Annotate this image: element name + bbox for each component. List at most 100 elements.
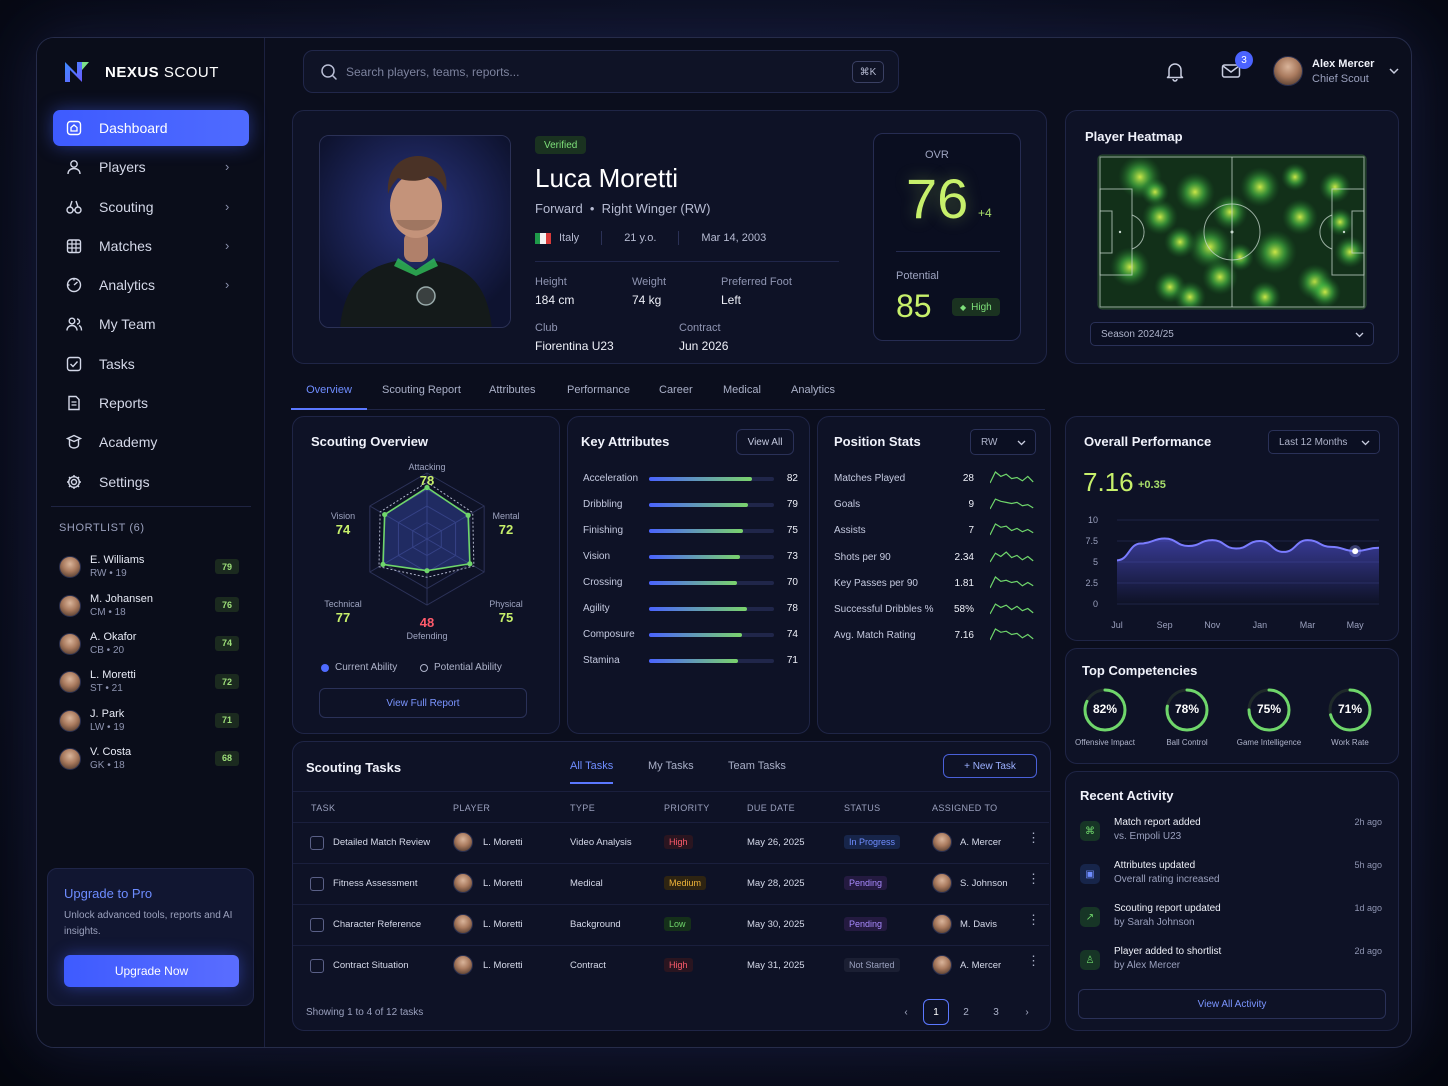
- table-row[interactable]: Character Reference L. Moretti Background L…: [293, 904, 1049, 945]
- task-name: Detailed Match Review: [333, 837, 431, 848]
- heat-spot: [1175, 172, 1215, 212]
- next-page-button[interactable]: ›: [1025, 1006, 1029, 1018]
- search-icon: [321, 64, 337, 80]
- tab-overview[interactable]: Overview: [291, 384, 367, 410]
- table-row[interactable]: Contract Situation L. Moretti Contract High…: [293, 945, 1049, 986]
- row-checkbox[interactable]: [310, 877, 324, 891]
- page-button[interactable]: 3: [993, 1006, 999, 1018]
- chevron-down-icon[interactable]: [1388, 66, 1400, 76]
- radar-potential-area: [378, 481, 475, 578]
- search-input[interactable]: [346, 59, 826, 85]
- scouting-overview-card: Scouting Overview Attacking 78 Mental 72 Phy…: [292, 416, 560, 734]
- sidebar-item-tasks[interactable]: Tasks: [53, 346, 249, 382]
- chevron-right-icon: ›: [225, 198, 230, 214]
- contract-label: Contract: [679, 322, 721, 334]
- task-type: Medical: [570, 878, 603, 889]
- mail-icon[interactable]: [1220, 60, 1242, 82]
- avatar: [59, 632, 81, 655]
- user-menu[interactable]: Alex Mercer Chief Scout: [1273, 56, 1374, 86]
- avatar: [453, 832, 473, 852]
- sidebar-item-dashboard[interactable]: Dashboard: [53, 110, 249, 146]
- prev-page-button[interactable]: ‹: [904, 1006, 908, 1018]
- attribute-bar-track: [649, 477, 774, 481]
- page-button[interactable]: 1: [923, 999, 949, 1025]
- active-point[interactable]: [1352, 548, 1359, 555]
- sidebar-item-reports[interactable]: Reports: [53, 385, 249, 421]
- activity-item[interactable]: ▣ Attributes updated Overall rating increa…: [1080, 860, 1382, 896]
- tab-performance[interactable]: Performance: [567, 384, 630, 396]
- row-checkbox[interactable]: [310, 836, 324, 850]
- legend-dot-icon: [321, 663, 329, 672]
- height-value: 184 cm: [535, 293, 575, 307]
- sidebar-item-settings[interactable]: Settings: [53, 464, 249, 500]
- profile-tabs: Overview Scouting Report Attributes Perform…: [291, 384, 1045, 410]
- stat-value: 28: [962, 473, 974, 484]
- activity-item[interactable]: ♙ Player added to shortlist by Alex Mercer…: [1080, 946, 1382, 982]
- upgrade-button[interactable]: Upgrade Now: [64, 955, 239, 987]
- bell-icon[interactable]: [1164, 60, 1186, 82]
- heatmap-pitch: [1097, 154, 1367, 310]
- more-options-icon[interactable]: ⋮: [1027, 830, 1040, 845]
- sidebar-item-analytics[interactable]: Analytics ›: [53, 267, 249, 303]
- row-checkbox[interactable]: [310, 959, 324, 973]
- sparkline-line: [990, 523, 1034, 536]
- tab-career[interactable]: Career: [659, 384, 693, 396]
- brand-name: NEXUS SCOUT: [105, 63, 219, 81]
- tab-attributes[interactable]: Attributes: [489, 384, 536, 396]
- more-options-icon[interactable]: ⋮: [1027, 953, 1040, 968]
- task-assignee: S. Johnson: [960, 878, 1008, 889]
- sidebar-item-players[interactable]: Players ›: [53, 149, 249, 185]
- shortlist-item[interactable]: V. Costa GK • 18 68: [59, 740, 239, 778]
- activity-time: 2h ago: [1354, 817, 1382, 827]
- activity-item[interactable]: ↗ Scouting report updated by Sarah Johnson…: [1080, 903, 1382, 939]
- tab-analytics[interactable]: Analytics: [791, 384, 836, 396]
- heat-spot: [1309, 276, 1341, 307]
- shortlist-item[interactable]: M. Johansen CM • 18 76: [59, 586, 239, 624]
- logo[interactable]: NEXUS SCOUT: [63, 60, 219, 84]
- position-select[interactable]: RW: [970, 429, 1036, 455]
- heat-spot: [1226, 243, 1254, 271]
- more-options-icon[interactable]: ⋮: [1027, 912, 1040, 927]
- view-all-button[interactable]: View All: [736, 429, 794, 455]
- academy-icon: [65, 433, 83, 451]
- radar-label: Physical: [489, 599, 523, 609]
- tab-team-tasks[interactable]: Team Tasks: [728, 760, 786, 772]
- row-checkbox[interactable]: [310, 918, 324, 932]
- sidebar-item-matches[interactable]: Matches ›: [53, 228, 249, 264]
- tab-my-tasks[interactable]: My Tasks: [648, 760, 694, 772]
- shortlist-item[interactable]: L. Moretti ST • 21 72: [59, 663, 239, 701]
- attribute-bar-track: [649, 607, 774, 611]
- competency-ring: 78%: [1164, 687, 1210, 733]
- view-all-activity-button[interactable]: View All Activity: [1078, 989, 1386, 1019]
- sidebar-item-academy[interactable]: Academy: [53, 424, 249, 460]
- more-options-icon[interactable]: ⋮: [1027, 871, 1040, 886]
- table-row[interactable]: Detailed Match Review L. Moretti Video Ana…: [293, 822, 1049, 863]
- table-row[interactable]: Fitness Assessment L. Moretti Medical Mediu…: [293, 863, 1049, 904]
- sidebar-item-scouting[interactable]: Scouting ›: [53, 189, 249, 225]
- radar-label: Technical: [324, 599, 362, 609]
- radar-value: 75: [498, 610, 514, 625]
- tab-scouting-report[interactable]: Scouting Report: [382, 384, 461, 396]
- radar-point: [465, 512, 471, 518]
- sidebar-item-my-team[interactable]: My Team: [53, 306, 249, 342]
- new-task-button[interactable]: + New Task: [943, 754, 1037, 778]
- tab-medical[interactable]: Medical: [723, 384, 761, 396]
- shortcut-hint: ⌘K: [852, 61, 884, 83]
- attribute-value: 75: [786, 525, 798, 536]
- period-select[interactable]: Last 12 Months: [1268, 430, 1380, 454]
- performance-line: [1116, 537, 1380, 562]
- x-tick-label: Mar: [1300, 620, 1316, 630]
- shortlist-item[interactable]: A. Okafor CB • 20 74: [59, 625, 239, 663]
- page-button[interactable]: 2: [963, 1006, 969, 1018]
- performance-chart: 10 7.5 5 2.5 0 Jul Sep Nov Jan Mar May: [1085, 515, 1380, 630]
- shortlist-position: CM • 18: [90, 606, 126, 618]
- attribute-value: 73: [786, 551, 798, 562]
- view-full-report-button[interactable]: View Full Report: [319, 688, 527, 718]
- activity-item[interactable]: ⌘ Match report added vs. Empoli U23 2h ago: [1080, 817, 1382, 853]
- attribute-row: Stamina 71: [583, 653, 798, 669]
- season-select[interactable]: Season 2024/25: [1090, 322, 1374, 346]
- tab-all-tasks[interactable]: All Tasks: [570, 760, 614, 784]
- attribute-bar-fill: [649, 581, 737, 585]
- shortlist-item[interactable]: E. Williams RW • 19 79: [59, 548, 239, 586]
- shortlist-item[interactable]: J. Park LW • 19 71: [59, 702, 239, 740]
